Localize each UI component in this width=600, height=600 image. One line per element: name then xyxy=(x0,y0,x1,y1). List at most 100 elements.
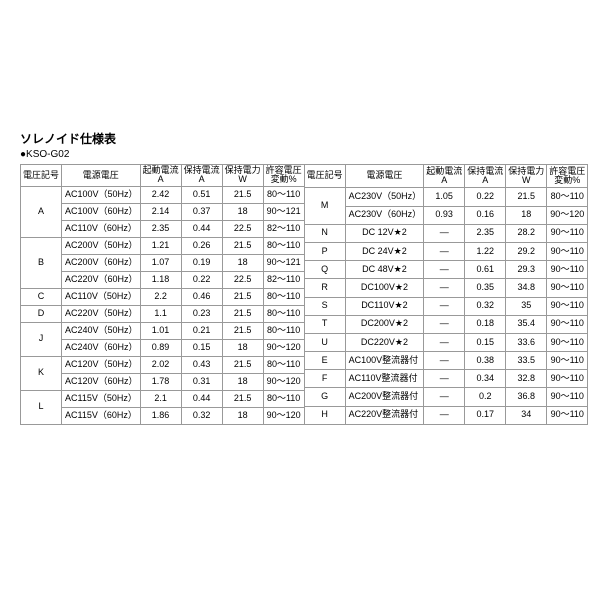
cell-value: 34.8 xyxy=(506,279,547,297)
cell-value: 1.01 xyxy=(140,322,181,339)
table-row: TDC200V★2—0.1835.490～110 xyxy=(304,315,588,333)
cell-value: 0.43 xyxy=(181,356,222,373)
col-header: 保持電力W xyxy=(222,165,263,187)
cell-value: 18 xyxy=(222,254,263,271)
subtitle: ●KSO-G02 xyxy=(20,149,580,160)
col-header: 起動電流A xyxy=(424,165,465,188)
col-header: 起動電流A xyxy=(140,165,181,187)
cell-code: D xyxy=(21,305,62,322)
cell-value: 0.34 xyxy=(465,370,506,388)
cell-value: 80～110 xyxy=(263,322,304,339)
cell-voltage: AC100V（50Hz） xyxy=(62,186,141,203)
cell-value: 0.16 xyxy=(465,206,506,224)
cell-voltage: DC200V★2 xyxy=(345,315,424,333)
cell-voltage: AC110V整流器付 xyxy=(345,370,424,388)
cell-code: N xyxy=(304,224,345,242)
cell-value: — xyxy=(424,388,465,406)
cell-value: — xyxy=(424,224,465,242)
cell-value: 1.21 xyxy=(140,237,181,254)
cell-voltage: AC220V（50Hz） xyxy=(62,305,141,322)
table-row: CAC110V（50Hz）2.20.4621.580～110 xyxy=(21,288,305,305)
cell-code: Q xyxy=(304,261,345,279)
cell-value: 0.19 xyxy=(181,254,222,271)
cell-value: 90～110 xyxy=(547,242,588,260)
cell-value: 18 xyxy=(222,373,263,390)
cell-value: 18 xyxy=(506,206,547,224)
spec-table-right: 電圧記号電源電圧起動電流A保持電流A保持電力W許容電圧変動%MAC230V（50… xyxy=(304,164,589,425)
cell-voltage: DC 48V★2 xyxy=(345,261,424,279)
cell-value: 0.26 xyxy=(181,237,222,254)
cell-value: 35.4 xyxy=(506,315,547,333)
table-row: RDC100V★2—0.3534.890～110 xyxy=(304,279,588,297)
cell-value: 90～110 xyxy=(547,388,588,406)
cell-value: 90～121 xyxy=(263,254,304,271)
cell-value: 33.5 xyxy=(506,352,547,370)
table-row: BAC200V（50Hz）1.210.2621.580～110 xyxy=(21,237,305,254)
cell-value: 0.46 xyxy=(181,288,222,305)
cell-value: 90～110 xyxy=(547,279,588,297)
cell-value: 21.5 xyxy=(222,390,263,407)
cell-value: — xyxy=(424,261,465,279)
table-row: KAC120V（50Hz）2.020.4321.580～110 xyxy=(21,356,305,373)
cell-code: H xyxy=(304,406,345,424)
cell-value: 82～110 xyxy=(263,220,304,237)
cell-value: 90～110 xyxy=(547,224,588,242)
cell-value: 82～110 xyxy=(263,271,304,288)
cell-value: 28.2 xyxy=(506,224,547,242)
cell-value: 1.86 xyxy=(140,407,181,424)
cell-value: 2.14 xyxy=(140,203,181,220)
cell-value: 0.21 xyxy=(181,322,222,339)
cell-voltage: AC200V整流器付 xyxy=(345,388,424,406)
cell-value: — xyxy=(424,315,465,333)
cell-voltage: DC 12V★2 xyxy=(345,224,424,242)
cell-value: 29.2 xyxy=(506,242,547,260)
table-row: DAC220V（50Hz）1.10.2321.580～110 xyxy=(21,305,305,322)
table-row: AC120V（60Hz）1.780.311890～120 xyxy=(21,373,305,390)
cell-value: 1.07 xyxy=(140,254,181,271)
col-header: 許容電圧変動% xyxy=(263,165,304,187)
cell-value: 90～110 xyxy=(547,406,588,424)
cell-value: 1.78 xyxy=(140,373,181,390)
table-row: GAC200V整流器付—0.236.890～110 xyxy=(304,388,588,406)
cell-voltage: DC100V★2 xyxy=(345,279,424,297)
table-row: AC220V（60Hz）1.180.2222.582～110 xyxy=(21,271,305,288)
table-row: AC115V（60Hz）1.860.321890～120 xyxy=(21,407,305,424)
cell-value: 1.1 xyxy=(140,305,181,322)
cell-value: — xyxy=(424,333,465,351)
cell-value: 0.18 xyxy=(465,315,506,333)
cell-value: 0.2 xyxy=(465,388,506,406)
col-header: 電源電圧 xyxy=(345,165,424,188)
cell-value: 0.37 xyxy=(181,203,222,220)
table-row: HAC220V整流器付—0.173490～110 xyxy=(304,406,588,424)
cell-value: 18 xyxy=(222,339,263,356)
col-header: 許容電圧変動% xyxy=(547,165,588,188)
cell-value: 80～110 xyxy=(263,186,304,203)
cell-value: 90～120 xyxy=(263,339,304,356)
cell-code: U xyxy=(304,333,345,351)
cell-code: J xyxy=(21,322,62,356)
cell-value: 22.5 xyxy=(222,220,263,237)
cell-value: — xyxy=(424,352,465,370)
cell-voltage: DC 24V★2 xyxy=(345,242,424,260)
cell-value: 80～110 xyxy=(263,390,304,407)
cell-value: 0.15 xyxy=(181,339,222,356)
cell-voltage: AC200V（50Hz） xyxy=(62,237,141,254)
cell-value: 0.22 xyxy=(181,271,222,288)
table-row: AAC100V（50Hz）2.420.5121.580～110 xyxy=(21,186,305,203)
cell-voltage: AC230V（50Hz） xyxy=(345,188,424,206)
table-row: AC240V（60Hz）0.890.151890～120 xyxy=(21,339,305,356)
cell-value: 80～110 xyxy=(263,305,304,322)
table-row: MAC230V（50Hz）1.050.2221.580～110 xyxy=(304,188,588,206)
title: ソレノイド仕様表 xyxy=(20,130,580,147)
cell-value: 21.5 xyxy=(222,288,263,305)
col-header: 電圧記号 xyxy=(304,165,345,188)
cell-voltage: AC100V整流器付 xyxy=(345,352,424,370)
cell-voltage: AC240V（60Hz） xyxy=(62,339,141,356)
cell-code: B xyxy=(21,237,62,288)
cell-value: 0.44 xyxy=(181,390,222,407)
cell-voltage: AC240V（50Hz） xyxy=(62,322,141,339)
cell-value: 2.42 xyxy=(140,186,181,203)
cell-value: 90～110 xyxy=(547,261,588,279)
cell-value: 21.5 xyxy=(506,188,547,206)
table-row: PDC 24V★2—1.2229.290～110 xyxy=(304,242,588,260)
